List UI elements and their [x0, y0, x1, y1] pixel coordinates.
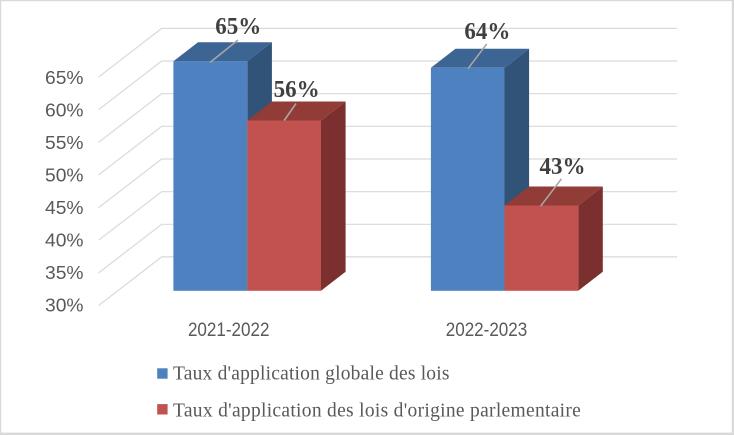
svg-text:56%: 56% [274, 76, 320, 103]
svg-text:Taux d'application des lois d': Taux d'application des lois d'origine pa… [173, 400, 581, 421]
svg-text:Taux d'application globale des: Taux d'application globale des lois [173, 364, 450, 385]
svg-text:60%: 60% [45, 99, 84, 120]
svg-text:55%: 55% [45, 132, 84, 153]
svg-text:64%: 64% [464, 18, 510, 45]
svg-text:43%: 43% [540, 153, 586, 180]
svg-text:2022-2023: 2022-2023 [446, 320, 528, 341]
svg-text:50%: 50% [45, 164, 84, 185]
svg-text:45%: 45% [45, 197, 84, 218]
svg-text:65%: 65% [215, 13, 261, 40]
svg-text:65%: 65% [45, 67, 84, 88]
svg-text:40%: 40% [45, 229, 84, 250]
svg-text:2021-2022: 2021-2022 [188, 320, 270, 341]
svg-text:35%: 35% [45, 262, 84, 283]
svg-text:30%: 30% [45, 294, 84, 315]
